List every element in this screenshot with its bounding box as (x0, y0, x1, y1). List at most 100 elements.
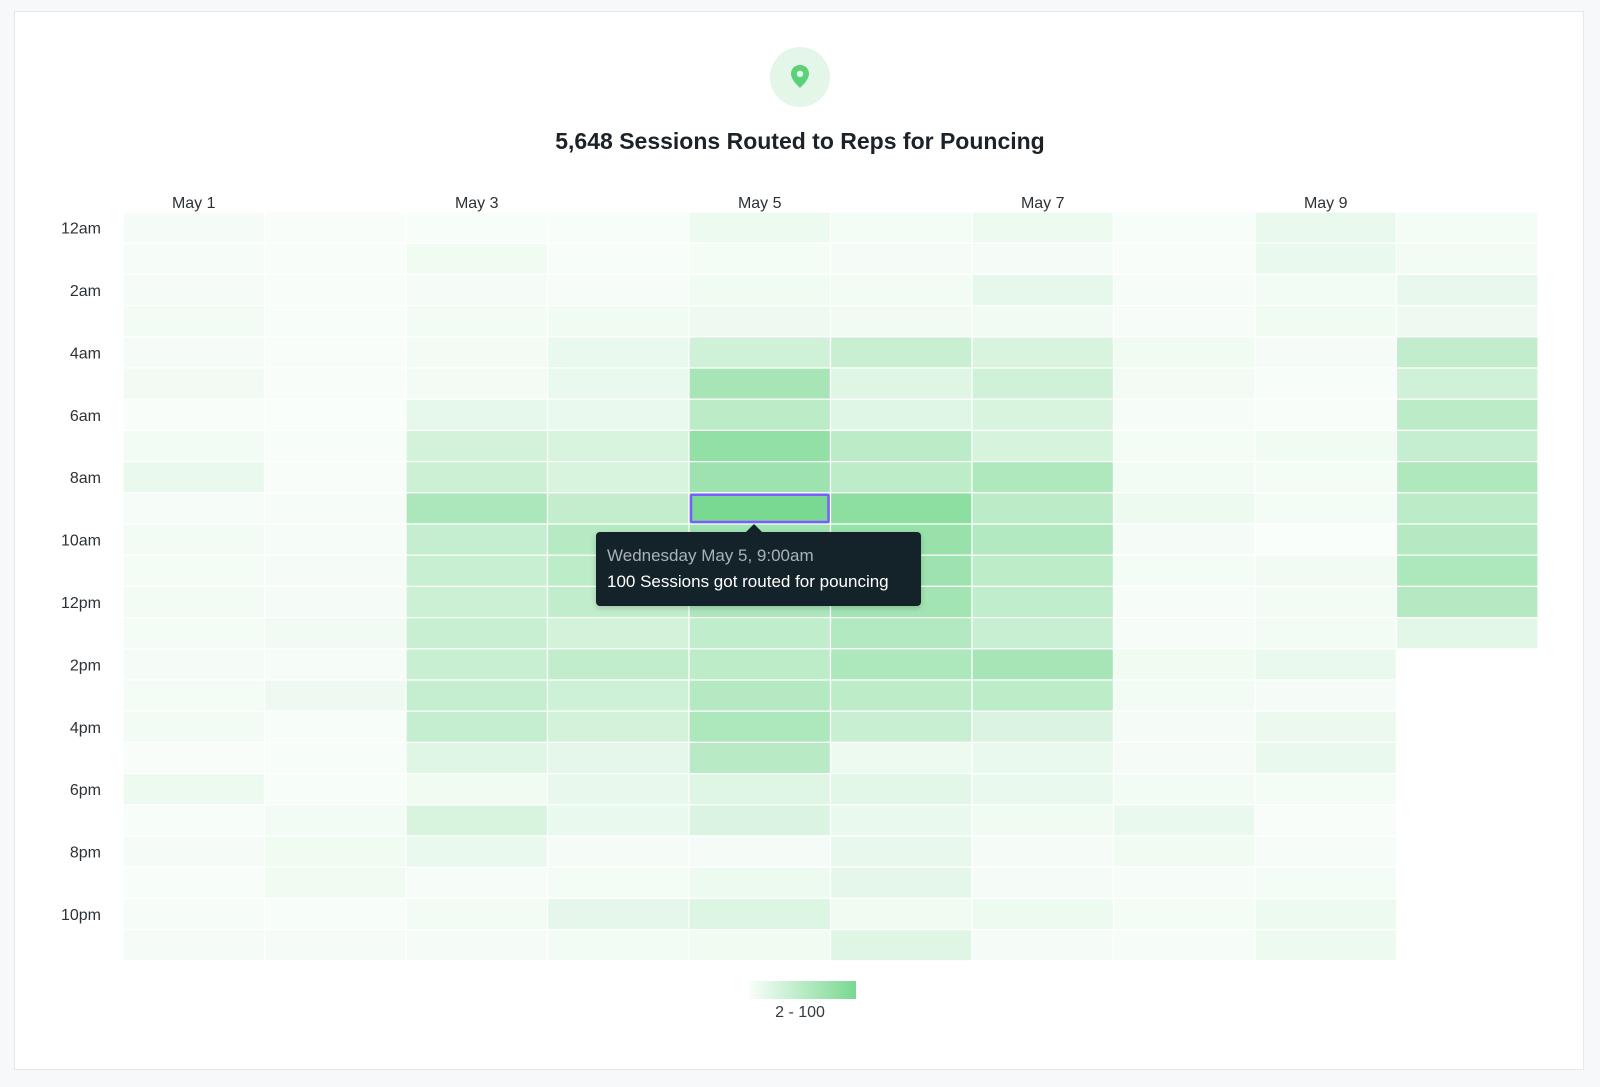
heatmap-cell[interactable] (263, 336, 407, 369)
heatmap-cell[interactable] (829, 398, 973, 432)
heatmap-cell[interactable] (1395, 242, 1539, 275)
heatmap-cell[interactable] (122, 429, 266, 463)
heatmap-cell[interactable] (263, 398, 407, 432)
heatmap-cell[interactable] (263, 897, 407, 931)
heatmap-cell[interactable] (263, 273, 407, 307)
heatmap-cell[interactable] (688, 741, 832, 775)
heatmap-cell[interactable] (829, 461, 973, 494)
heatmap-cell[interactable] (1112, 772, 1256, 806)
heatmap-cell[interactable] (546, 616, 690, 650)
heatmap-cell[interactable] (1395, 523, 1539, 556)
heatmap-cell[interactable] (1112, 523, 1256, 556)
heatmap-cell[interactable] (1254, 866, 1398, 900)
heatmap-cell[interactable] (122, 273, 266, 307)
heatmap-cell[interactable] (971, 211, 1115, 244)
heatmap-cell[interactable] (546, 866, 690, 900)
heatmap-cell[interactable] (1395, 616, 1539, 650)
heatmap-cell[interactable] (546, 648, 690, 681)
heatmap-cell[interactable] (122, 523, 266, 556)
heatmap-cell[interactable] (1395, 273, 1539, 307)
heatmap-cell[interactable] (122, 367, 266, 400)
heatmap-cell[interactable] (546, 305, 690, 338)
heatmap-cell[interactable] (263, 585, 407, 619)
heatmap-cell[interactable] (122, 554, 266, 588)
heatmap-cell[interactable] (1254, 835, 1398, 868)
heatmap-cell[interactable] (405, 211, 549, 244)
heatmap-cell[interactable] (1112, 336, 1256, 369)
heatmap-cell[interactable] (263, 211, 407, 244)
heatmap-cell[interactable] (263, 866, 407, 900)
heatmap-cell[interactable] (688, 367, 832, 400)
heatmap-cell[interactable] (971, 242, 1115, 275)
heatmap-cell[interactable] (1254, 273, 1398, 307)
heatmap-cell[interactable] (1112, 461, 1256, 494)
heatmap-cell[interactable] (405, 398, 549, 432)
heatmap-cell[interactable] (263, 492, 407, 525)
heatmap-cell[interactable] (688, 429, 832, 463)
heatmap-cell[interactable] (829, 928, 973, 962)
heatmap-cell[interactable] (122, 804, 266, 837)
heatmap-cell[interactable] (971, 897, 1115, 931)
heatmap-cell[interactable] (1254, 211, 1398, 244)
heatmap-cell[interactable] (1112, 866, 1256, 900)
heatmap-cell[interactable] (1112, 367, 1256, 400)
heatmap-cell[interactable] (971, 305, 1115, 338)
heatmap-cell[interactable] (122, 336, 266, 369)
heatmap-cell[interactable] (1254, 398, 1398, 432)
heatmap-cell[interactable] (829, 273, 973, 307)
heatmap-cell[interactable] (405, 679, 549, 712)
heatmap-cell[interactable] (1112, 492, 1256, 525)
heatmap-cell[interactable] (1254, 336, 1398, 369)
heatmap-cell[interactable] (122, 679, 266, 712)
heatmap-cell[interactable] (546, 741, 690, 775)
heatmap-cell[interactable] (688, 492, 832, 525)
heatmap-cell[interactable] (688, 305, 832, 338)
heatmap-cell[interactable] (122, 710, 266, 744)
heatmap-cell[interactable] (688, 928, 832, 962)
heatmap-cell[interactable] (1254, 461, 1398, 494)
heatmap-cell[interactable] (405, 523, 549, 556)
heatmap-cell[interactable] (1112, 897, 1256, 931)
heatmap-cell[interactable] (1395, 211, 1539, 244)
heatmap-cell[interactable] (546, 273, 690, 307)
heatmap-cell[interactable] (971, 710, 1115, 744)
heatmap-cell[interactable] (829, 679, 973, 712)
heatmap-cell[interactable] (263, 772, 407, 806)
heatmap-cell[interactable] (829, 492, 973, 525)
heatmap-cell[interactable] (688, 211, 832, 244)
heatmap-cell[interactable] (1254, 648, 1398, 681)
heatmap-cell[interactable] (263, 616, 407, 650)
heatmap-cell[interactable] (263, 648, 407, 681)
heatmap-cell[interactable] (122, 897, 266, 931)
heatmap-cell[interactable] (122, 585, 266, 619)
heatmap-cell[interactable] (263, 835, 407, 868)
heatmap-cell[interactable] (1112, 835, 1256, 868)
heatmap-cell[interactable] (405, 273, 549, 307)
heatmap-cell[interactable] (546, 928, 690, 962)
heatmap-cell[interactable] (829, 835, 973, 868)
heatmap-cell[interactable] (829, 866, 973, 900)
heatmap-cell[interactable] (829, 305, 973, 338)
heatmap-cell[interactable] (1254, 554, 1398, 588)
heatmap-cell[interactable] (1254, 523, 1398, 556)
heatmap-cell[interactable] (122, 616, 266, 650)
heatmap-cell[interactable] (263, 554, 407, 588)
heatmap-cell[interactable] (405, 897, 549, 931)
heatmap-cell[interactable] (971, 616, 1115, 650)
heatmap-cell[interactable] (1254, 710, 1398, 744)
heatmap-cell[interactable] (546, 835, 690, 868)
heatmap-cell[interactable] (1112, 928, 1256, 962)
heatmap-cell[interactable] (829, 429, 973, 463)
heatmap-cell[interactable] (1112, 804, 1256, 837)
heatmap-cell[interactable] (1254, 585, 1398, 619)
heatmap-cell[interactable] (1395, 398, 1539, 432)
heatmap-cell[interactable] (263, 242, 407, 275)
heatmap-cell[interactable] (405, 804, 549, 837)
heatmap-cell[interactable] (405, 616, 549, 650)
heatmap-cell[interactable] (829, 648, 973, 681)
heatmap-cell[interactable] (688, 897, 832, 931)
heatmap-cell[interactable] (1112, 242, 1256, 275)
heatmap-cell[interactable] (1254, 928, 1398, 962)
heatmap-cell[interactable] (1254, 367, 1398, 400)
heatmap-cell[interactable] (688, 461, 832, 494)
